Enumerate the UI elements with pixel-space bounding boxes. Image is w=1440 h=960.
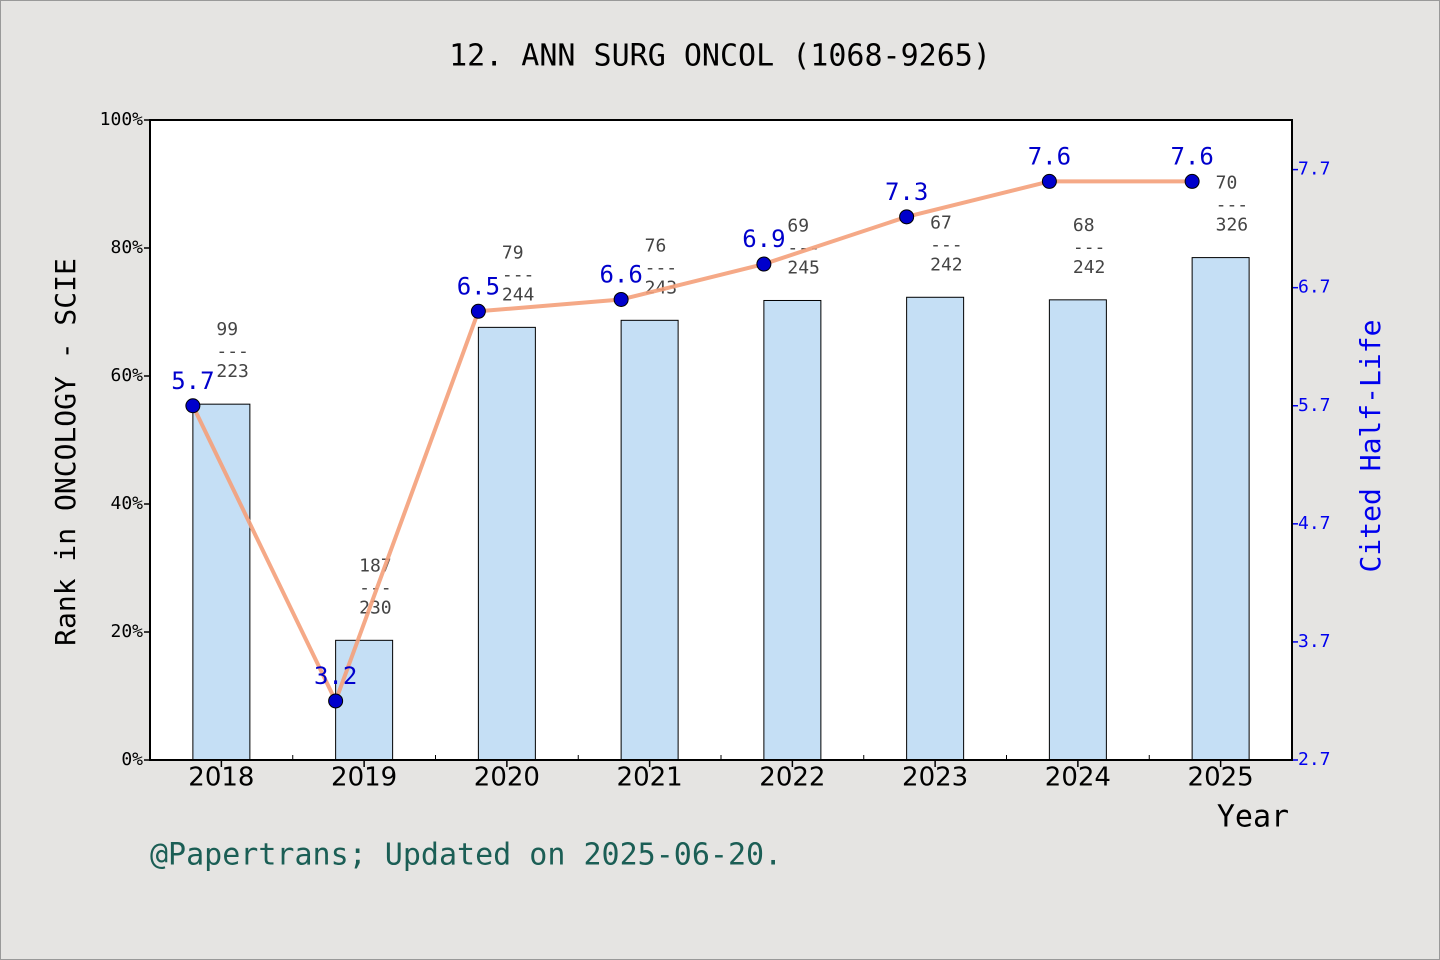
y-tick-label: 60% (110, 365, 143, 386)
y-tick-label: 40% (110, 493, 143, 514)
plot-border (149, 119, 1293, 761)
rank-separator: --- (1073, 237, 1106, 258)
rank-total: 245 (787, 257, 820, 278)
bar (1048, 299, 1107, 761)
marker (1184, 173, 1200, 189)
y-axis-title: Rank in ONCOLOGY - SCIE (49, 258, 82, 646)
rank-total: 244 (502, 284, 535, 305)
y2-tick-label: 7.7 (1298, 159, 1331, 180)
y-tick-label: 0% (121, 749, 143, 770)
bar (335, 639, 394, 761)
marker (328, 693, 344, 709)
bar (1191, 257, 1250, 761)
y2-tick-label: 6.7 (1298, 277, 1331, 298)
marker (756, 256, 772, 272)
rank-separator: --- (1216, 195, 1249, 216)
marker (899, 209, 915, 225)
x-tick-label: 2019 (331, 763, 397, 793)
y2-axis-title: Cited Half-Life (1354, 320, 1387, 573)
value-label: 3.2 (314, 662, 357, 690)
rank-total: 242 (930, 254, 963, 275)
rank-separator: --- (216, 341, 249, 362)
value-label: 6.5 (457, 272, 500, 300)
marker (470, 303, 486, 319)
marker (185, 398, 201, 414)
y2-tick-label: 2.7 (1298, 749, 1331, 770)
value-label: 6.6 (599, 260, 642, 288)
chart-title: 12. ANN SURG ONCOL (1068-9265) (449, 39, 991, 74)
rank-label: 76 (645, 235, 667, 256)
rank-total: 223 (216, 361, 249, 382)
x-tick-label: 2020 (474, 763, 540, 793)
value-label: 7.6 (1170, 142, 1213, 170)
value-label: 7.6 (1028, 142, 1071, 170)
rank-label: 79 (502, 242, 524, 263)
rank-total: 326 (1216, 215, 1249, 236)
y2-tick-label: 5.7 (1298, 395, 1331, 416)
rank-separator: --- (502, 264, 535, 285)
x-tick-label: 2024 (1045, 763, 1111, 793)
bar (906, 296, 965, 761)
x-axis-title: Year (1217, 800, 1289, 835)
x-tick-label: 2022 (759, 763, 825, 793)
bar (192, 403, 251, 761)
rank-separator: --- (930, 234, 963, 255)
rank-total: 242 (1073, 257, 1106, 278)
marker (613, 291, 629, 307)
x-tick-label: 2025 (1188, 763, 1254, 793)
x-tick-label: 2021 (617, 763, 683, 793)
footer: @Papertrans; Updated on 2025-06-20. (150, 838, 782, 873)
rank-separator: --- (645, 257, 678, 278)
y-tick-label: 80% (110, 237, 143, 258)
y-tick-label: 20% (110, 621, 143, 642)
bar (477, 326, 536, 761)
x-tick-label: 2018 (188, 763, 254, 793)
line (191, 179, 1193, 703)
value-label: 6.9 (742, 225, 785, 253)
value-label: 5.7 (171, 367, 214, 395)
bar (763, 299, 822, 761)
y2-tick-label: 4.7 (1298, 513, 1331, 534)
rank-label: 69 (787, 215, 809, 236)
y2-tick-label: 3.7 (1298, 631, 1331, 652)
rank-total: 230 (359, 597, 392, 618)
y-tick-label: 100% (100, 109, 144, 130)
rank-label: 68 (1073, 215, 1095, 236)
bar (620, 319, 679, 761)
marker (1041, 173, 1057, 189)
rank-label: 67 (930, 212, 952, 233)
value-label: 7.3 (885, 178, 928, 206)
rank-label: 99 (216, 319, 238, 340)
x-tick-label: 2023 (902, 763, 968, 793)
rank-label: 70 (1216, 173, 1238, 194)
